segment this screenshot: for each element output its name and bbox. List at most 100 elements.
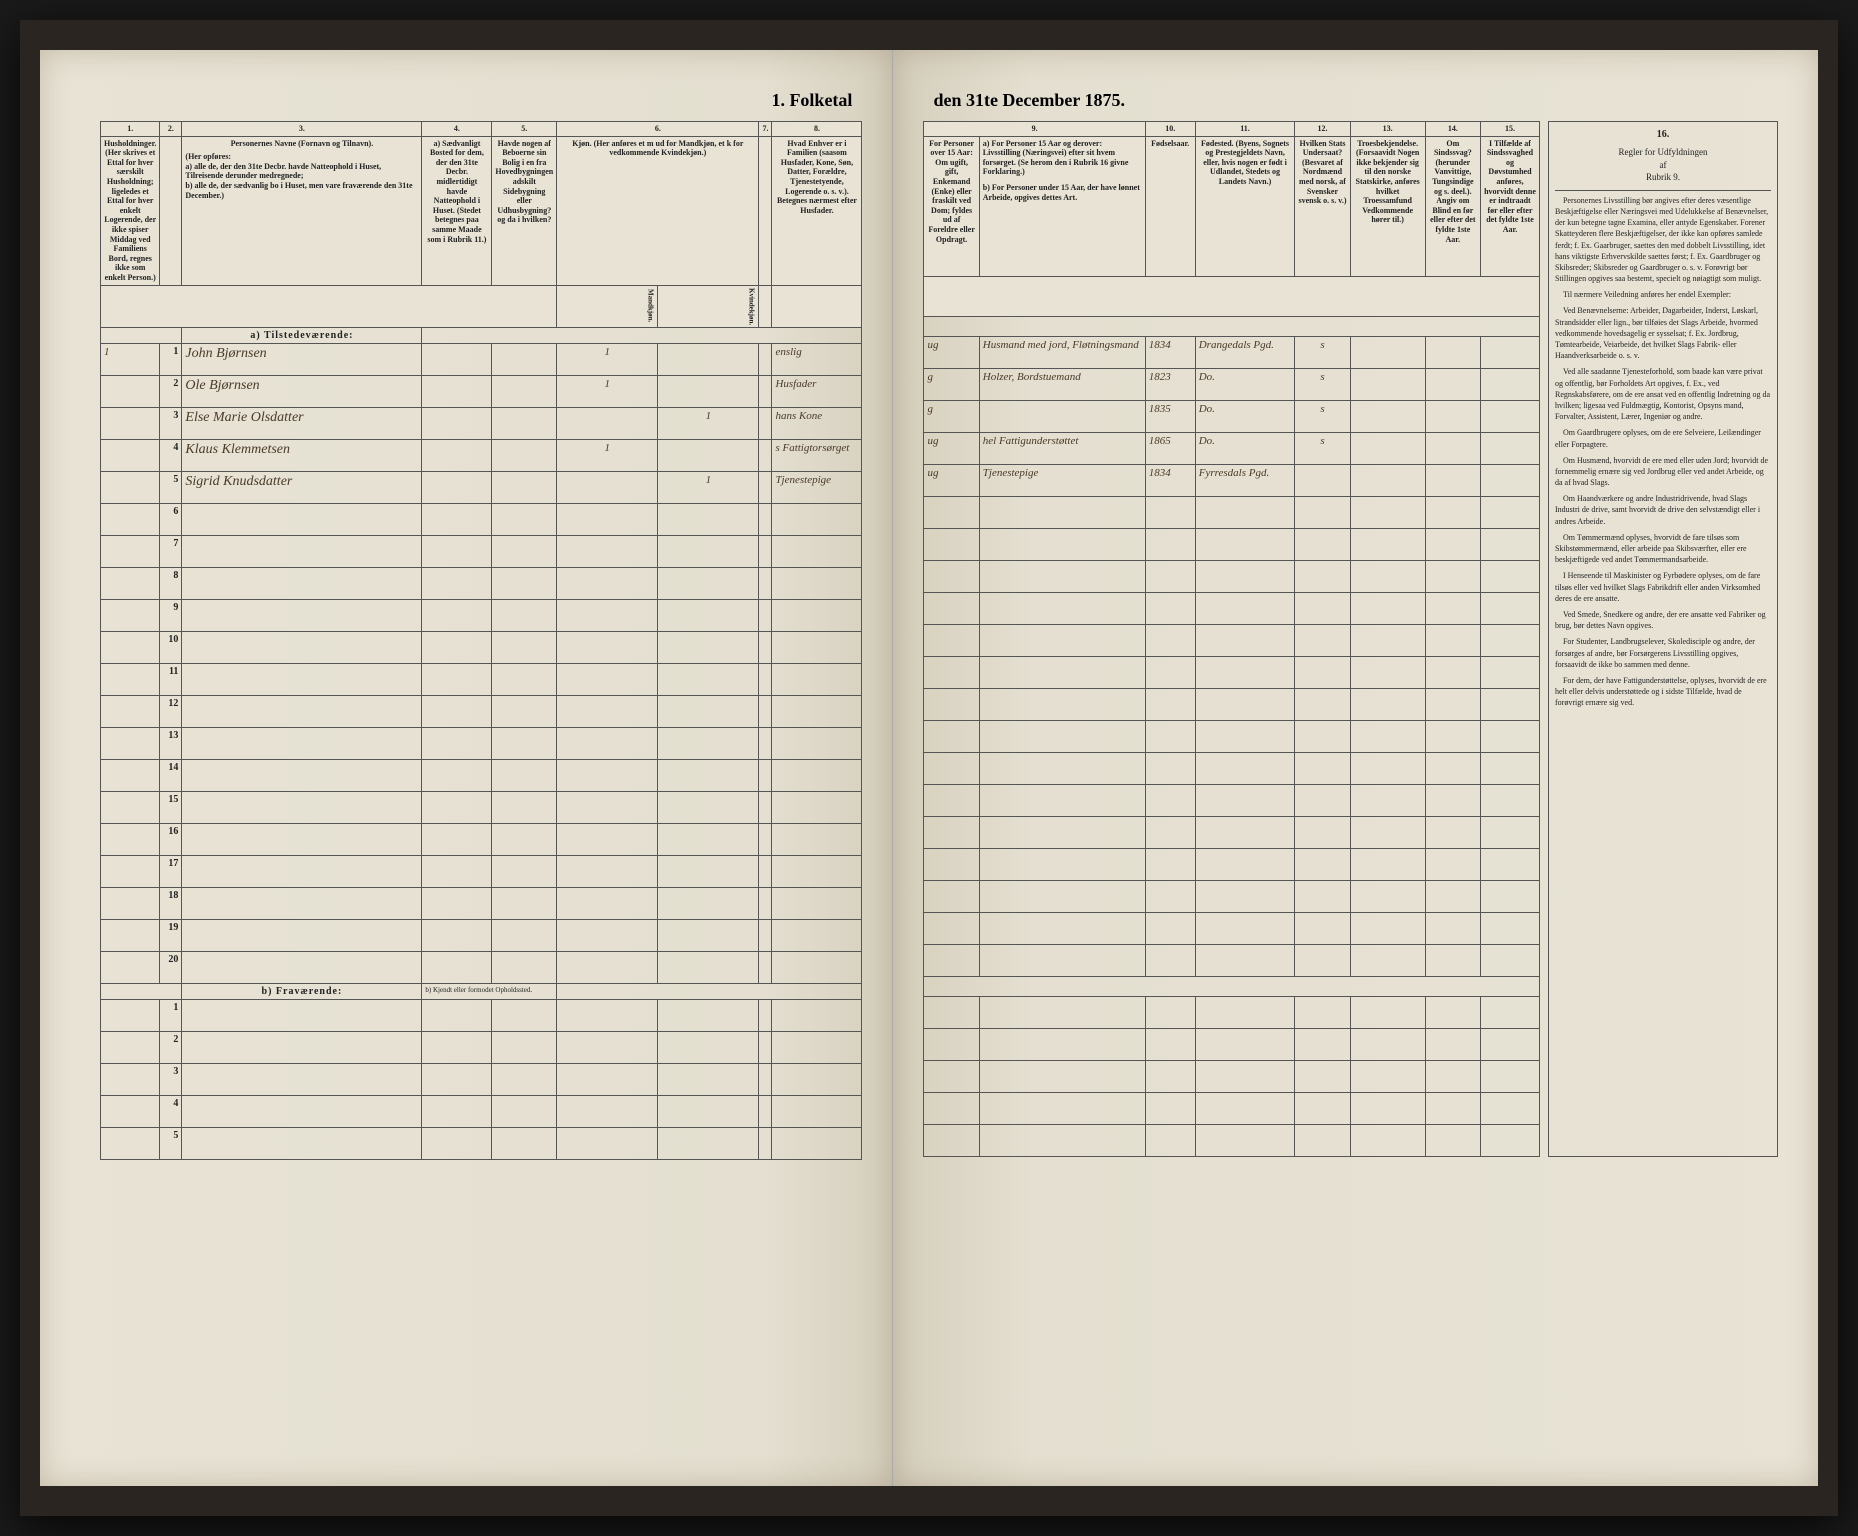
cell-c13 — [1350, 400, 1425, 432]
inst-p2: Til nærmere Veiledning anføres her endel… — [1555, 289, 1771, 300]
cell-c7 — [759, 375, 772, 407]
cell-occ — [979, 400, 1145, 432]
cell-c7 — [759, 439, 772, 471]
table-row-empty: 7 — [101, 535, 862, 567]
cell-k: 1 — [658, 471, 759, 503]
page-right: den 31te December 1875. 9. 10. 11. 12. 1… — [893, 50, 1818, 1486]
cell-occ: Holzer, Bordstuemand — [979, 368, 1145, 400]
cell-rownum: 14 — [160, 759, 182, 791]
cell-rownum: 3 — [160, 407, 182, 439]
cell-stat: g — [924, 400, 979, 432]
spacer — [924, 276, 1540, 316]
cell-rownum: 20 — [160, 951, 182, 983]
table-row-empty: 5 — [101, 1127, 862, 1159]
inst-p7: Om Haandværkere og andre Industridrivend… — [1555, 493, 1771, 527]
col-3-num: 3. — [182, 122, 422, 137]
title-right: den 31te December 1875. — [923, 90, 1778, 111]
cell-year: 1865 — [1145, 432, 1195, 464]
cell-k: 1 — [658, 407, 759, 439]
col-3-title: Personernes Navne (Fornavn og Tilnavn). — [185, 139, 418, 149]
col-16-num: 16. — [1555, 128, 1771, 142]
cell-c13 — [1350, 368, 1425, 400]
table-row-empty: 10 — [101, 631, 862, 663]
table-row-empty — [924, 560, 1540, 592]
cell-rownum: 2 — [160, 1031, 182, 1063]
cell-c4 — [422, 343, 492, 375]
cell-rownum: 5 — [160, 1127, 182, 1159]
page-right-content: den 31te December 1875. 9. 10. 11. 12. 1… — [893, 50, 1818, 1187]
cell-hh: 1 — [101, 343, 160, 375]
cell-m — [557, 471, 658, 503]
table-row-empty: 9 — [101, 599, 862, 631]
cell-name: Ole Bjørnsen — [182, 375, 422, 407]
table-row-empty: 20 — [101, 951, 862, 983]
inst-p1: Personernes Livsstilling bør angives eft… — [1555, 195, 1771, 285]
cell-family: Husfader — [772, 375, 862, 407]
cell-rownum: 15 — [160, 791, 182, 823]
cell-occ: Husmand med jord, Fløtningsmand — [979, 336, 1145, 368]
ledger-table-right: 9. 10. 11. 12. 13. 14. 15. For Personer … — [923, 121, 1540, 1157]
cell-family: hans Kone — [772, 407, 862, 439]
table-row: 4Klaus Klemmetsen1s Fattigtorsørget — [101, 439, 862, 471]
table-row-empty: 3 — [101, 1063, 862, 1095]
cell-rownum: 8 — [160, 567, 182, 599]
table-row-empty — [924, 996, 1540, 1028]
cell-rownum: 19 — [160, 919, 182, 951]
section-a-label: a) Tilstedeværende: — [182, 327, 422, 343]
col-1-header: Husholdninger. (Her skrives et Ettal for… — [101, 136, 160, 285]
col-5-num: 5. — [492, 122, 557, 137]
cell-c13 — [1350, 336, 1425, 368]
cell-c15 — [1481, 464, 1540, 496]
cell-m — [557, 407, 658, 439]
cell-c15 — [1481, 400, 1540, 432]
cell-stat: g — [924, 368, 979, 400]
cell-k — [658, 439, 759, 471]
col-3-sub: (Her opføres: a) alle de, der den 31te D… — [185, 152, 418, 200]
cell-rownum: 5 — [160, 471, 182, 503]
table-row: ugTjenestepige1834Fyrresdals Pgd. — [924, 464, 1540, 496]
page-left: 1. Folketal 1. 2. 3. 4. 5. 6. 7. 8. Hush… — [40, 50, 893, 1486]
cell-stat: ug — [924, 432, 979, 464]
cell-c4 — [422, 375, 492, 407]
table-row-empty — [924, 592, 1540, 624]
table-row-empty — [924, 624, 1540, 656]
cell-hh — [101, 439, 160, 471]
table-row: 11John Bjørnsen1enslig — [101, 343, 862, 375]
cell-name: Klaus Klemmetsen — [182, 439, 422, 471]
table-row-empty: 12 — [101, 695, 862, 727]
inst-p9: I Henseende til Maskinister og Fyrbødere… — [1555, 570, 1771, 604]
cell-c13 — [1350, 432, 1425, 464]
col-11-num: 11. — [1195, 122, 1295, 137]
cell-rownum: 4 — [160, 1095, 182, 1127]
table-row-empty: 19 — [101, 919, 862, 951]
col-7-header — [759, 136, 772, 285]
cell-year: 1823 — [1145, 368, 1195, 400]
cell-c15 — [1481, 432, 1540, 464]
col-2-num: 2. — [160, 122, 182, 137]
inst-p10: Ved Smede, Snedkere og andre, der ere an… — [1555, 609, 1771, 631]
col-4-num: 4. — [422, 122, 492, 137]
spacer — [101, 285, 557, 327]
cell-rownum: 4 — [160, 439, 182, 471]
cell-place: Do. — [1195, 400, 1295, 432]
cell-rownum: 3 — [160, 1063, 182, 1095]
table-row-empty: 14 — [101, 759, 862, 791]
instructions-title: Regler for Udfyldningen af Rubrik 9. — [1555, 146, 1771, 184]
cell-name: Sigrid Knudsdatter — [182, 471, 422, 503]
right-table-area: 9. 10. 11. 12. 13. 14. 15. For Personer … — [923, 121, 1540, 1157]
cell-name: John Bjørnsen — [182, 343, 422, 375]
col-10-num: 10. — [1145, 122, 1195, 137]
table-row-empty: 4 — [101, 1095, 862, 1127]
cell-place: Do. — [1195, 432, 1295, 464]
cell-c13 — [1350, 464, 1425, 496]
inst-p6: Om Husmænd, hvorvidt de ere med eller ud… — [1555, 455, 1771, 489]
section-b-right: b) Kjendt eller formodet Opholdssted. — [422, 983, 557, 999]
cell-c4 — [422, 407, 492, 439]
col-15-header: I Tilfælde af Sindssvaghed og Døvstumhed… — [1481, 136, 1540, 276]
cell-c14 — [1425, 432, 1480, 464]
cell-year: 1834 — [1145, 464, 1195, 496]
cell-rownum: 1 — [160, 343, 182, 375]
cell-sub: s — [1295, 400, 1350, 432]
col-6-header: Kjøn. (Her anføres et m ud for Mandkjøn,… — [557, 136, 759, 285]
cell-sub: s — [1295, 336, 1350, 368]
